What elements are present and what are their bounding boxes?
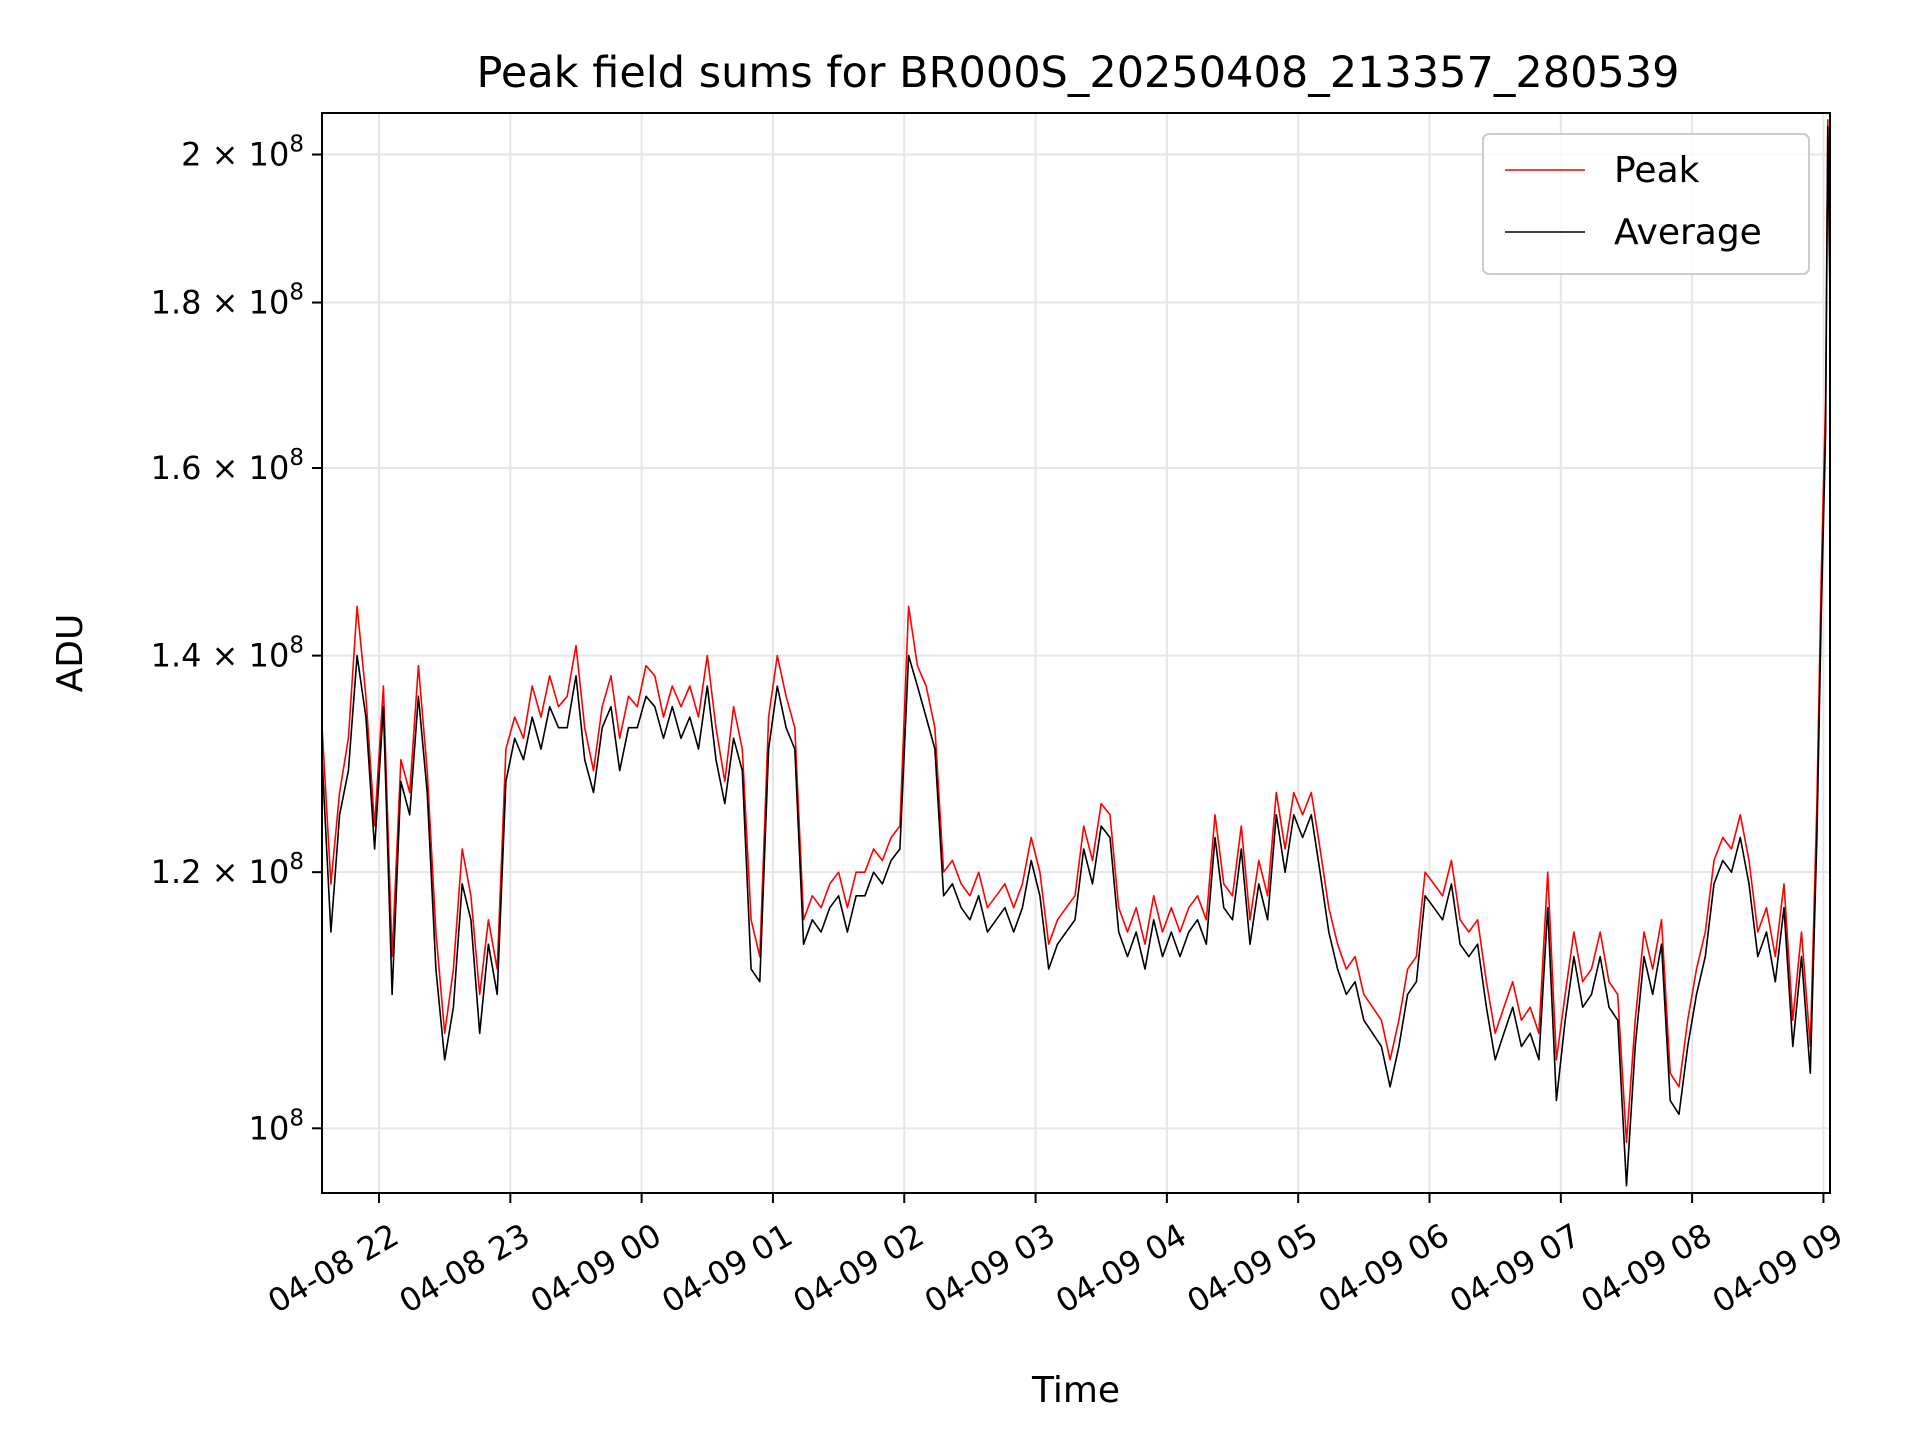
y-tick-label: 108 bbox=[249, 1105, 304, 1147]
y-tick-label: 1.2 × 108 bbox=[151, 849, 304, 891]
y-tick-label: 1.4 × 108 bbox=[151, 633, 304, 675]
y-tick-label: 2 × 108 bbox=[181, 132, 304, 174]
chart-title: Peak field sums for BR000S_20250408_2133… bbox=[476, 48, 1679, 98]
series-layer bbox=[322, 119, 1830, 1187]
legend-label: Average bbox=[1614, 212, 1762, 253]
series-line-average bbox=[322, 125, 1830, 1187]
y-tick-label: 1.6 × 108 bbox=[151, 445, 304, 487]
x-axis-title: Time bbox=[1031, 1370, 1120, 1411]
legend: Peak Average bbox=[1482, 133, 1810, 275]
y-axis-title: ADU bbox=[50, 614, 91, 693]
series-line-peak bbox=[322, 119, 1830, 1144]
grid bbox=[322, 113, 1830, 1193]
y-axis: 108 1.2 × 108 1.4 × 108 1.6 × 108 1.8 × 108 2… bbox=[151, 132, 322, 1147]
legend-box bbox=[1482, 133, 1810, 275]
y-tick-label: 1.8 × 108 bbox=[151, 280, 304, 322]
legend-label: Peak bbox=[1614, 150, 1700, 191]
plot-frame bbox=[321, 112, 1831, 1194]
